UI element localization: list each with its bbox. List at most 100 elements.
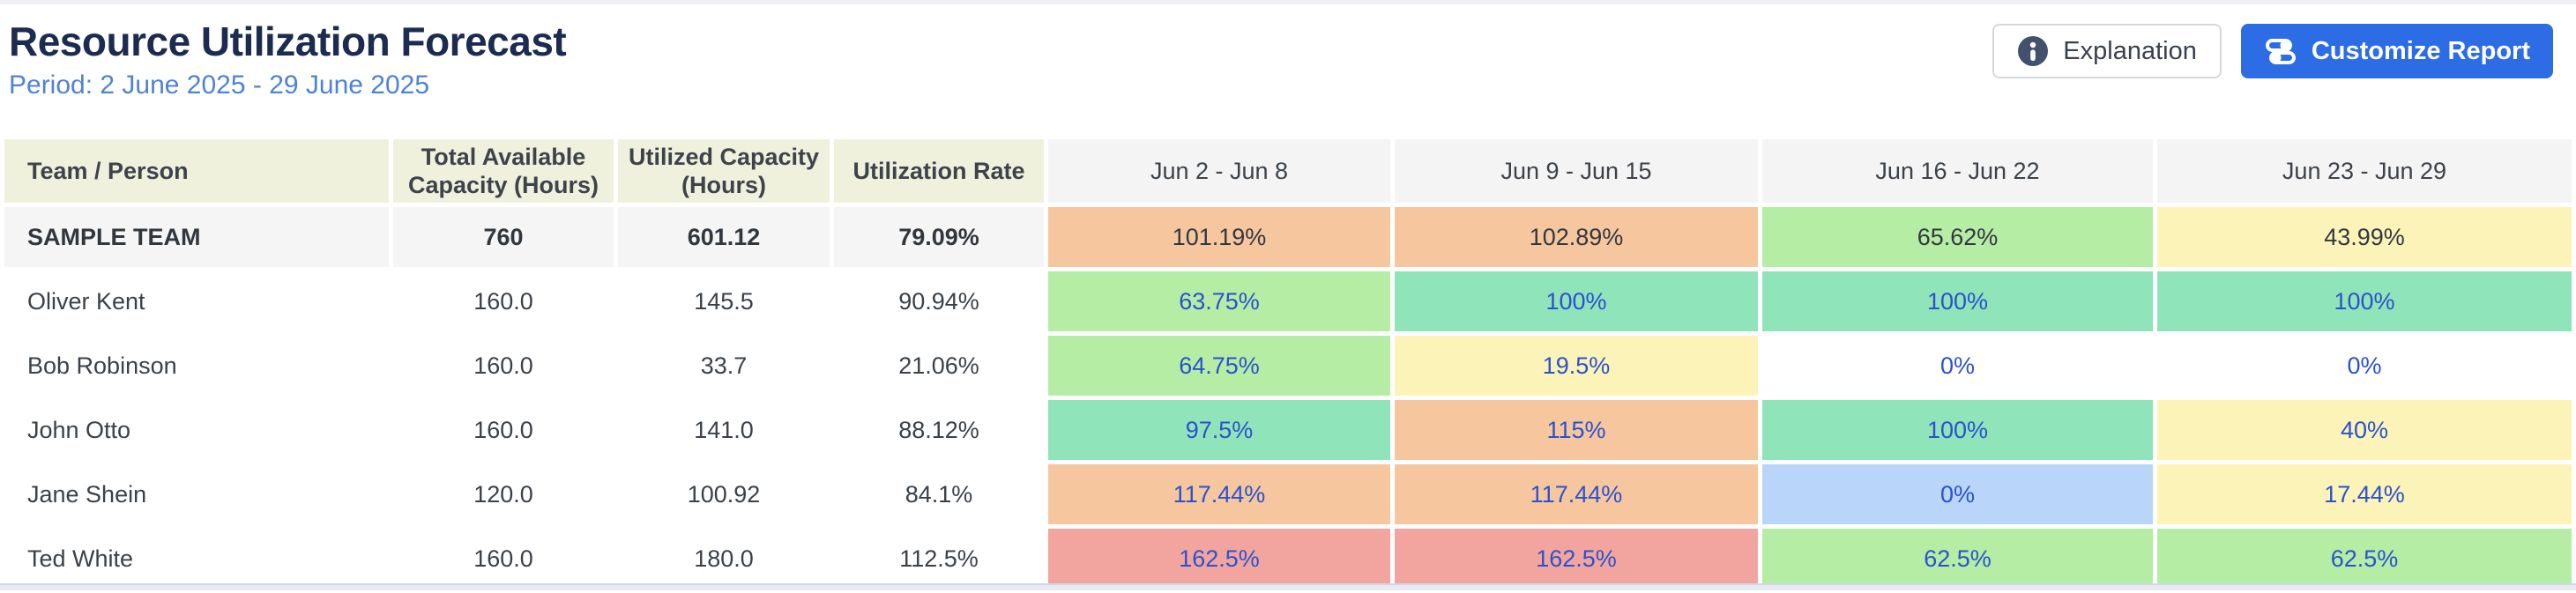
week-utilization-link[interactable]: 97.5% — [1185, 416, 1254, 443]
week-utilization-cell: 43.99% — [2157, 207, 2572, 267]
total-capacity-value: 760 — [393, 207, 614, 267]
week-utilization-link[interactable]: 0% — [2347, 352, 2382, 379]
week-utilization-text: 101.19% — [1172, 223, 1267, 250]
total-capacity-value: 160.0 — [473, 545, 533, 572]
table-row-person: Bob Robinson 160.0 33.7 21.06% 64.75% 19.5% 0%… — [4, 336, 2572, 396]
column-header-1: Total Available Capacity (Hours) — [393, 139, 614, 203]
total-capacity-value: 160.0 — [473, 416, 533, 443]
week-utilization-link[interactable]: 100% — [1926, 287, 1989, 315]
utilization-rate-value: 90.94% — [898, 287, 979, 315]
table-body: SAMPLE TEAM 760 601.12 79.09% 101.19% 102.89%… — [4, 207, 2572, 589]
report-period: Period: 2 June 2025 - 29 June 2025 — [9, 70, 430, 100]
row-name: Oliver Kent — [27, 287, 145, 315]
utilization-table-wrap: Team / Person Total Available Capacity (H… — [0, 135, 2576, 593]
week-utilization-link[interactable]: 115% — [1546, 416, 1606, 443]
utilized-capacity-value: 100.92 — [687, 480, 761, 508]
week-utilization-cell[interactable]: 162.5% — [1048, 529, 1390, 589]
week-utilization-cell[interactable]: 62.5% — [1762, 529, 2153, 589]
column-header-2: Utilized Capacity (Hours) — [618, 139, 830, 203]
week-utilization-cell[interactable]: 17.44% — [2157, 464, 2572, 524]
week-utilization-cell[interactable]: 63.75% — [1048, 271, 1390, 331]
row-name: Jane Shein — [27, 480, 147, 508]
top-divider — [0, 0, 2576, 4]
week-utilization-cell[interactable]: 117.44% — [1048, 464, 1390, 524]
week-utilization-link[interactable]: 0% — [1939, 480, 1976, 508]
toolbar: Explanation Customize Report — [1992, 24, 2553, 78]
explanation-button[interactable]: Explanation — [1992, 24, 2222, 78]
table-row-person: Oliver Kent 160.0 145.5 90.94% 63.75% 100% 100… — [4, 271, 2572, 331]
header-row: Team / Person Total Available Capacity (H… — [4, 139, 2572, 203]
row-name: SAMPLE TEAM — [4, 207, 389, 267]
week-utilization-link[interactable]: 0% — [1939, 352, 1976, 379]
week-utilization-link[interactable]: 64.75% — [1179, 352, 1260, 379]
table-row-person: Ted White 160.0 180.0 112.5% 162.5% 162.5% 62.… — [4, 529, 2572, 589]
column-header-3: Utilization Rate — [834, 139, 1044, 203]
page-title: Resource Utilization Forecast — [9, 19, 567, 64]
week-utilization-link[interactable]: 162.5% — [1536, 545, 1617, 572]
customize-report-button[interactable]: Customize Report — [2240, 24, 2553, 78]
total-capacity-value: 160.0 — [473, 352, 533, 379]
row-name: Ted White — [27, 545, 134, 572]
week-utilization-cell[interactable]: 97.5% — [1048, 400, 1390, 460]
week-utilization-cell[interactable]: 40% — [2157, 400, 2572, 460]
week-utilization-text: 43.99% — [2324, 223, 2405, 250]
utilization-rate-value: 79.09% — [834, 207, 1044, 267]
utilized-capacity-value: 33.7 — [700, 352, 748, 379]
week-utilization-link[interactable]: 40% — [2340, 416, 2389, 443]
utilized-capacity-value: 601.12 — [618, 207, 830, 267]
week-utilization-link[interactable]: 100% — [1926, 416, 1989, 443]
week-utilization-cell[interactable]: 162.5% — [1395, 529, 1758, 589]
column-header-7: Jun 23 - Jun 29 — [2157, 139, 2572, 203]
customize-report-button-label: Customize Report — [2311, 36, 2530, 65]
total-capacity-value: 160.0 — [473, 287, 533, 315]
title-block: Resource Utilization Forecast Period: 2 … — [9, 19, 567, 101]
week-utilization-cell[interactable]: 100% — [1762, 271, 2153, 331]
week-utilization-cell[interactable]: 0% — [2157, 336, 2572, 396]
week-utilization-text: 65.62% — [1917, 223, 1999, 250]
bottom-scrollbar-track[interactable] — [0, 583, 2576, 590]
table-row-team: SAMPLE TEAM 760 601.12 79.09% 101.19% 102.89%… — [4, 207, 2572, 267]
week-utilization-cell[interactable]: 100% — [2157, 271, 2572, 331]
row-name: John Otto — [27, 416, 131, 443]
week-utilization-link[interactable]: 100% — [1545, 287, 1607, 315]
week-utilization-cell: 101.19% — [1048, 207, 1390, 267]
week-utilization-cell[interactable]: 115% — [1395, 400, 1758, 460]
week-utilization-cell[interactable]: 64.75% — [1048, 336, 1390, 396]
week-utilization-link[interactable]: 19.5% — [1542, 352, 1611, 379]
row-name: Bob Robinson — [27, 352, 177, 379]
week-utilization-link[interactable]: 100% — [2334, 287, 2395, 315]
utilization-rate-value: 88.12% — [898, 416, 979, 443]
week-utilization-cell[interactable]: 117.44% — [1395, 464, 1758, 524]
week-utilization-cell[interactable]: 100% — [1395, 271, 1758, 331]
week-utilization-cell[interactable]: 0% — [1762, 336, 2153, 396]
utilized-capacity-value: 180.0 — [694, 545, 754, 572]
table-row-person: John Otto 160.0 141.0 88.12% 97.5% 115% 100% 40… — [4, 400, 2572, 460]
week-utilization-cell[interactable]: 62.5% — [2157, 529, 2572, 589]
utilized-capacity-value: 141.0 — [694, 416, 754, 443]
week-utilization-link[interactable]: 162.5% — [1179, 545, 1260, 572]
week-utilization-link[interactable]: 17.44% — [2324, 480, 2405, 508]
utilization-rate-value: 112.5% — [899, 545, 979, 572]
table-row-person: Jane Shein 120.0 100.92 84.1% 117.44% 117.44%… — [4, 464, 2572, 524]
week-utilization-link[interactable]: 117.44% — [1173, 480, 1266, 508]
week-utilization-cell[interactable]: 0% — [1762, 464, 2153, 524]
sliders-icon — [2264, 34, 2297, 68]
week-utilization-cell[interactable]: 100% — [1762, 400, 2153, 460]
column-header-4: Jun 2 - Jun 8 — [1048, 139, 1390, 203]
utilization-rate-value: 21.06% — [898, 352, 979, 379]
total-capacity-value: 120.0 — [473, 480, 533, 508]
week-utilization-link[interactable]: 62.5% — [1924, 545, 1992, 572]
utilized-capacity-value: 145.5 — [694, 287, 754, 315]
column-header-0: Team / Person — [4, 139, 389, 203]
week-utilization-link[interactable]: 63.75% — [1179, 287, 1260, 315]
week-utilization-text: 102.89% — [1529, 223, 1624, 250]
report-header: Resource Utilization Forecast Period: 2 … — [0, 4, 2576, 135]
column-header-6: Jun 16 - Jun 22 — [1762, 139, 2153, 203]
week-utilization-link[interactable]: 62.5% — [2330, 545, 2399, 572]
column-header-5: Jun 9 - Jun 15 — [1395, 139, 1758, 203]
week-utilization-link[interactable]: 117.44% — [1530, 480, 1623, 508]
week-utilization-cell: 65.62% — [1762, 207, 2153, 267]
utilization-rate-value: 84.1% — [905, 480, 973, 508]
week-utilization-cell[interactable]: 19.5% — [1395, 336, 1758, 396]
week-utilization-cell: 102.89% — [1395, 207, 1758, 267]
